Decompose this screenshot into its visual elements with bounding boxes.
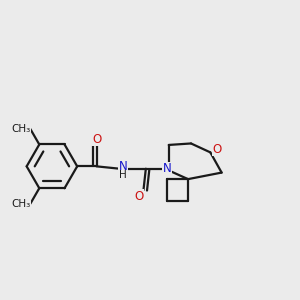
- Text: O: O: [134, 190, 144, 202]
- Text: H: H: [119, 170, 127, 180]
- Text: O: O: [212, 143, 221, 156]
- Text: CH₃: CH₃: [11, 199, 30, 209]
- Text: CH₃: CH₃: [11, 124, 30, 134]
- Text: N: N: [119, 160, 128, 173]
- Text: N: N: [163, 162, 172, 175]
- Text: O: O: [92, 133, 102, 146]
